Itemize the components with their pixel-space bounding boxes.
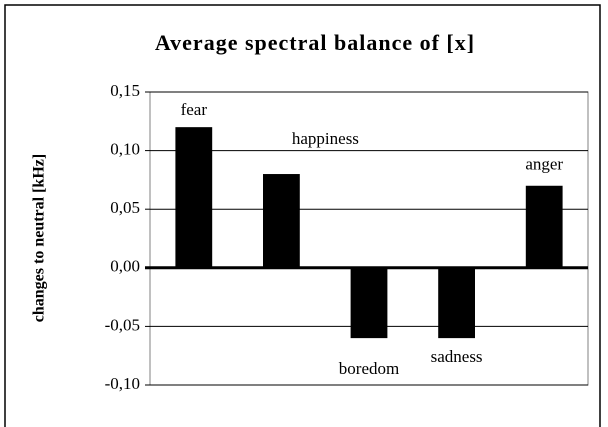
y-tick-label: 0,05 bbox=[110, 198, 140, 217]
y-tick-label: -0,05 bbox=[105, 315, 140, 334]
category-label: fear bbox=[181, 100, 208, 119]
bar bbox=[438, 267, 475, 339]
category-label: anger bbox=[525, 155, 563, 174]
bar bbox=[263, 174, 300, 268]
bar bbox=[525, 185, 563, 268]
y-tick-label: 0,10 bbox=[110, 140, 140, 159]
chart-title: Average spectral balance of [x] bbox=[155, 30, 475, 55]
y-tick-label: 0,00 bbox=[110, 257, 140, 276]
bar bbox=[175, 127, 213, 268]
category-label: sadness bbox=[431, 347, 483, 366]
y-tick-label: 0,15 bbox=[110, 81, 140, 100]
y-tick-label: -0,10 bbox=[105, 374, 140, 393]
category-label: happiness bbox=[292, 129, 359, 148]
bar bbox=[350, 267, 388, 339]
chart-frame bbox=[4, 4, 601, 427]
category-label: boredom bbox=[339, 359, 399, 378]
y-axis-label: changes to neutral [kHz] bbox=[31, 154, 48, 322]
